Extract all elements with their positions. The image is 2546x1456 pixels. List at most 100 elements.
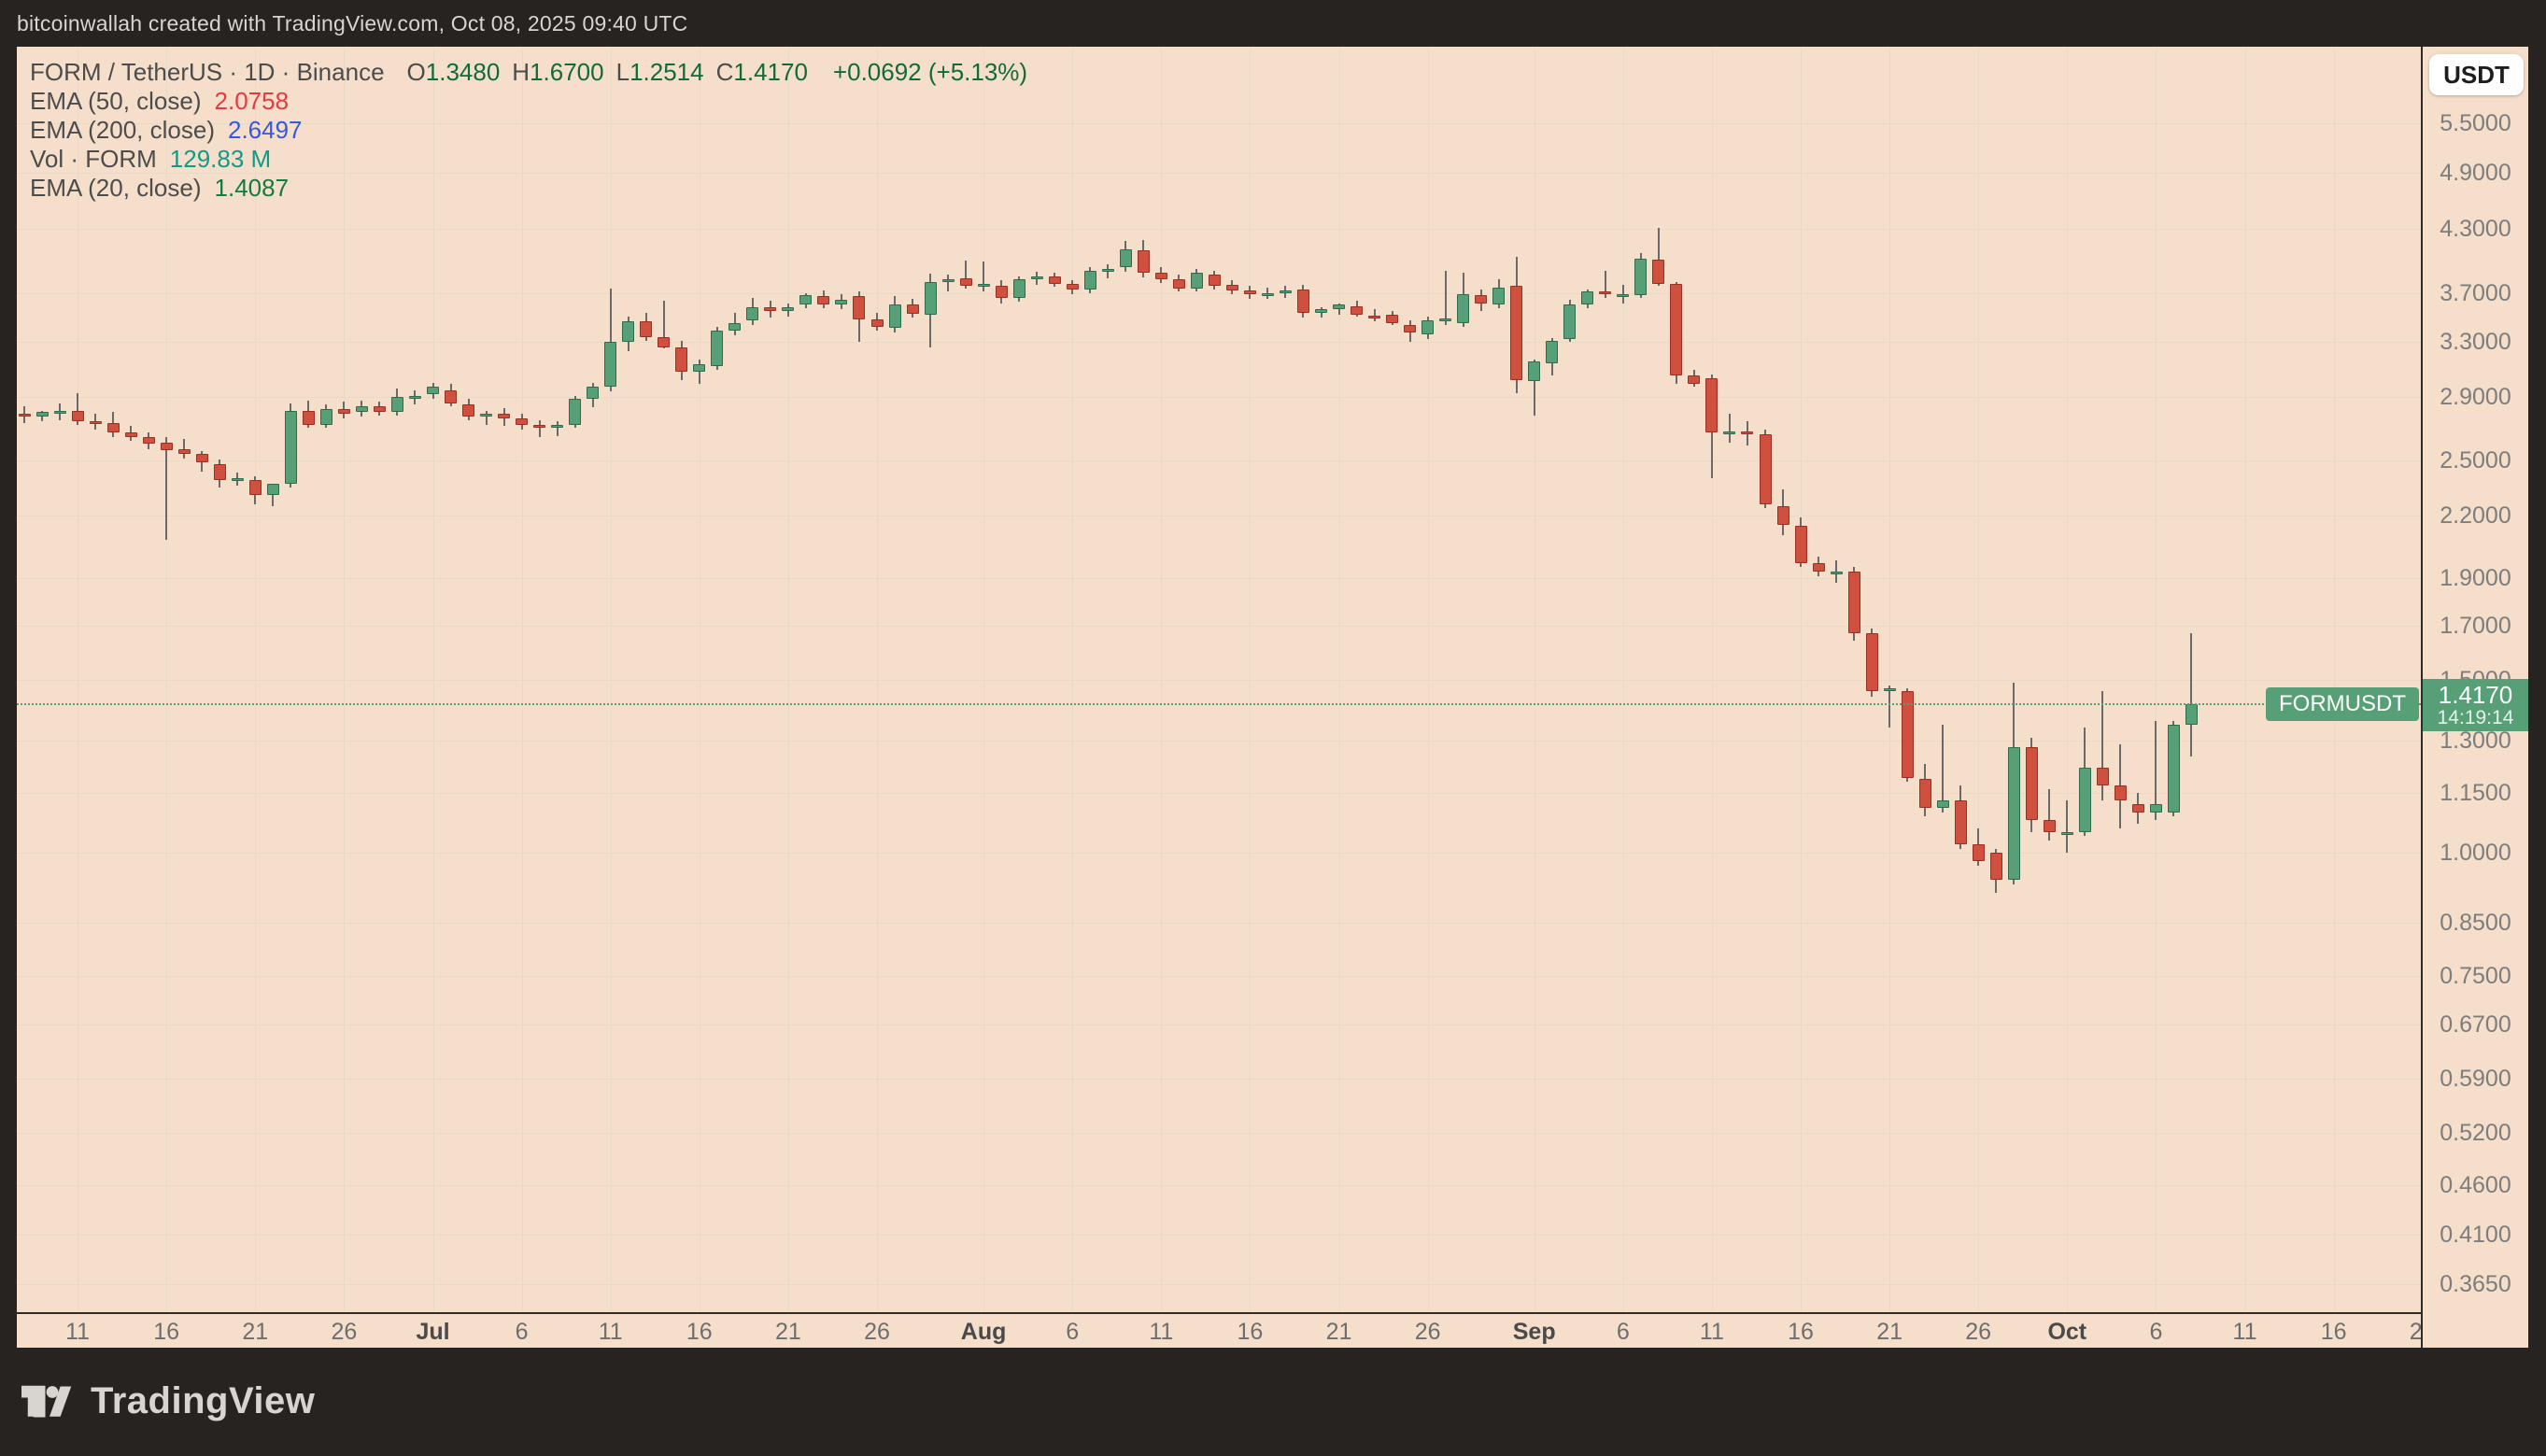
time-axis-label: 11 — [2232, 1319, 2257, 1345]
candle — [1333, 304, 1345, 310]
candle — [1048, 276, 1061, 284]
candle — [1030, 276, 1043, 279]
vertical-gridline — [1250, 47, 1252, 1312]
candle — [427, 387, 439, 395]
candle — [18, 414, 31, 417]
ohlc-key: C — [715, 58, 734, 86]
horizontal-gridline — [17, 123, 2421, 124]
candle — [1243, 290, 1256, 294]
time-axis-label: 11 — [1699, 1319, 1724, 1345]
time-axis-label: 21 — [242, 1319, 269, 1345]
candle — [1012, 279, 1025, 298]
price-axis-label: 0.5200 — [2440, 1120, 2511, 1146]
time-axis-label: Aug — [960, 1319, 1007, 1345]
last-price-value: 1.4170 — [2438, 680, 2513, 709]
time-axis-label: 6 — [2149, 1319, 2163, 1345]
footer-brand[interactable]: TradingView — [21, 1380, 315, 1422]
symbol-description: FORM / TetherUS · 1D · Binance — [30, 58, 385, 86]
indicator-value: 2.6497 — [227, 116, 303, 144]
horizontal-gridline — [17, 578, 2421, 580]
candle — [284, 410, 297, 484]
price-axis-label: 1.0000 — [2440, 840, 2511, 867]
candle — [231, 478, 244, 482]
candle-wick — [662, 301, 665, 349]
candle — [106, 423, 120, 433]
candle — [1812, 562, 1825, 572]
candle — [533, 424, 546, 428]
time-axis-label: 16 — [153, 1319, 180, 1345]
candle — [1510, 286, 1523, 380]
legend-indicator-row[interactable]: EMA (20, close) 1.4087 — [30, 174, 1027, 203]
time-axis[interactable]: 11 16 21 26 Jul 6 11 16 21 26 Aug 6 11 16 21 26 Sep 6 11 16… — [17, 1312, 2421, 1348]
candle — [1083, 270, 1096, 290]
candle — [1581, 291, 1594, 305]
vertical-gridline — [1622, 47, 1624, 1312]
candle — [1208, 275, 1221, 287]
watermark-title: bitcoinwallah created with TradingView.c… — [17, 10, 688, 35]
time-axis-label: 11 — [598, 1319, 623, 1345]
time-axis-label: 6 — [1616, 1319, 1630, 1345]
price-axis[interactable]: USDT 5.5000 4.9000 4.3000 3.7000 3.3000 2.900… — [2421, 47, 2528, 1348]
currency-toggle-button[interactable]: USDT — [2429, 54, 2524, 95]
horizontal-gridline — [17, 1079, 2421, 1081]
candle — [870, 318, 884, 327]
candle — [1351, 305, 1363, 315]
price-axis-label: 4.3000 — [2440, 215, 2511, 242]
time-axis-label: Jul — [416, 1319, 450, 1345]
horizontal-gridline — [17, 292, 2421, 294]
candle — [924, 281, 937, 315]
price-axis-label: 2.9000 — [2440, 384, 2511, 411]
vertical-gridline — [1338, 47, 1340, 1312]
price-axis-label: 0.5900 — [2440, 1066, 2511, 1093]
candle — [2131, 804, 2144, 813]
vertical-gridline — [1801, 47, 1802, 1312]
candle — [693, 364, 706, 372]
price-axis-label: 0.4600 — [2440, 1172, 2511, 1199]
price-axis-label: 0.8500 — [2440, 909, 2511, 936]
vertical-gridline — [1161, 47, 1163, 1312]
candle-wick — [272, 488, 275, 506]
candle — [177, 448, 191, 455]
candle — [1883, 687, 1896, 691]
candle — [817, 296, 830, 305]
price-axis-label: 5.5000 — [2440, 110, 2511, 136]
candle — [1528, 361, 1541, 382]
candle — [1154, 272, 1167, 279]
candle-wick — [2048, 789, 2051, 841]
time-axis-label: 26 — [864, 1319, 890, 1345]
price-axis-label: 0.6700 — [2440, 1011, 2511, 1038]
vertical-gridline — [2067, 47, 2069, 1312]
horizontal-gridline — [17, 228, 2421, 230]
bar-countdown: 14:19:14 — [2437, 706, 2514, 728]
candle — [569, 398, 582, 425]
candle-wick — [77, 392, 79, 425]
vertical-gridline — [521, 47, 523, 1312]
candle — [355, 405, 368, 413]
candle — [799, 295, 813, 305]
candle — [1190, 272, 1203, 289]
candle — [1137, 249, 1150, 273]
vertical-gridline — [877, 47, 878, 1312]
vertical-gridline — [610, 47, 612, 1312]
last-price-label: 1.4170 14:19:14 — [2423, 678, 2528, 731]
legend-indicator-row[interactable]: EMA (50, close) 2.0758 — [30, 87, 1027, 116]
chart-pane[interactable]: FORM / TetherUS · 1D · Binance O1.3480 H… — [17, 47, 2421, 1312]
legend-indicator-row[interactable]: EMA (200, close) 2.6497 — [30, 116, 1027, 145]
time-axis-label: 6 — [515, 1319, 529, 1345]
legend-indicator-row[interactable]: Vol · FORM 129.83 M — [30, 145, 1027, 174]
horizontal-gridline — [17, 460, 2421, 462]
candle — [71, 410, 84, 422]
legend-symbol-row[interactable]: FORM / TetherUS · 1D · Binance O1.3480 H… — [30, 58, 1027, 87]
horizontal-gridline — [17, 793, 2421, 795]
price-axis-label: 1.7000 — [2440, 613, 2511, 640]
candle — [1989, 853, 2002, 880]
candle — [213, 464, 226, 480]
candle-wick — [1888, 685, 1891, 728]
ohlc-key: O — [406, 58, 426, 86]
vertical-gridline — [255, 47, 257, 1312]
indicator-value: 1.4087 — [214, 174, 290, 202]
candle — [1492, 287, 1506, 305]
candle — [462, 404, 474, 417]
price-axis-label: 1.3000 — [2440, 728, 2511, 754]
candle — [1688, 375, 1701, 385]
